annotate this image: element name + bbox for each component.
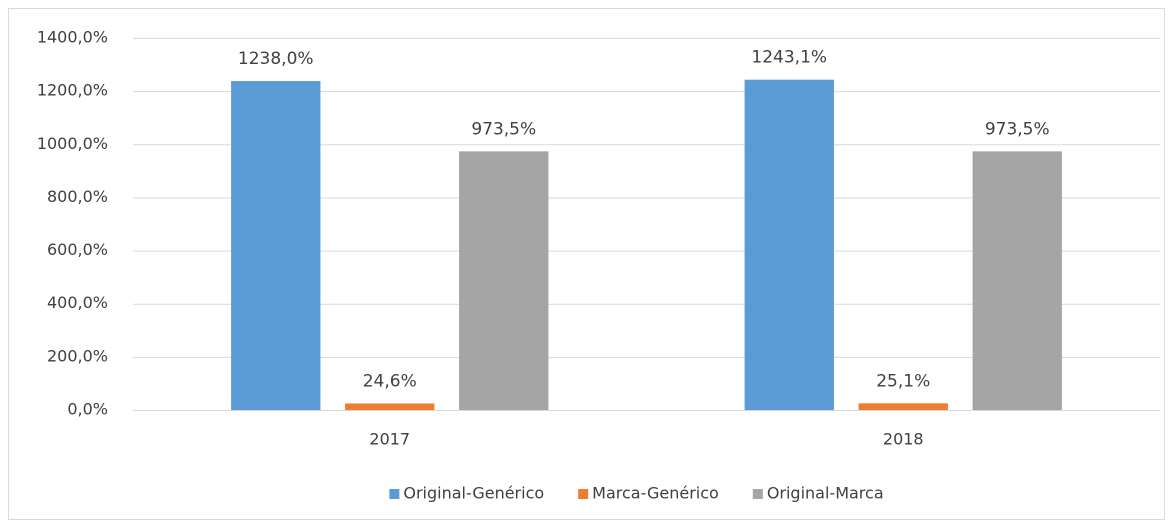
legend-label: Original-Genérico [403, 484, 544, 503]
y-tick-label: 800,0% [47, 187, 108, 206]
x-tick-label: 2018 [883, 430, 924, 449]
data-label: 24,6% [363, 371, 417, 391]
data-label: 25,1% [876, 371, 930, 391]
legend-label: Original-Marca [767, 484, 884, 503]
y-tick-label: 200,0% [47, 346, 108, 365]
bar [459, 151, 549, 410]
data-label: 973,5% [471, 119, 536, 139]
y-tick-label: 400,0% [47, 293, 108, 312]
y-tick-label: 0,0% [67, 400, 108, 419]
legend-swatch [752, 489, 763, 499]
legend-swatch [389, 489, 400, 499]
legend-label: Marca-Genérico [592, 484, 719, 503]
y-tick-label: 1200,0% [37, 81, 108, 100]
data-label: 973,5% [985, 119, 1050, 139]
data-label: 1243,1% [751, 48, 827, 68]
y-tick-label: 1000,0% [37, 134, 108, 153]
bar [231, 81, 321, 410]
legend-swatch [578, 489, 589, 499]
bar [345, 403, 435, 410]
chart-border [8, 8, 1165, 520]
bar [744, 79, 834, 410]
x-tick-label: 2017 [369, 430, 410, 449]
y-tick-label: 1400,0% [37, 28, 108, 47]
data-label: 1238,0% [238, 49, 314, 69]
y-tick-label: 600,0% [47, 240, 108, 259]
bar [858, 403, 948, 410]
bar [972, 151, 1062, 410]
